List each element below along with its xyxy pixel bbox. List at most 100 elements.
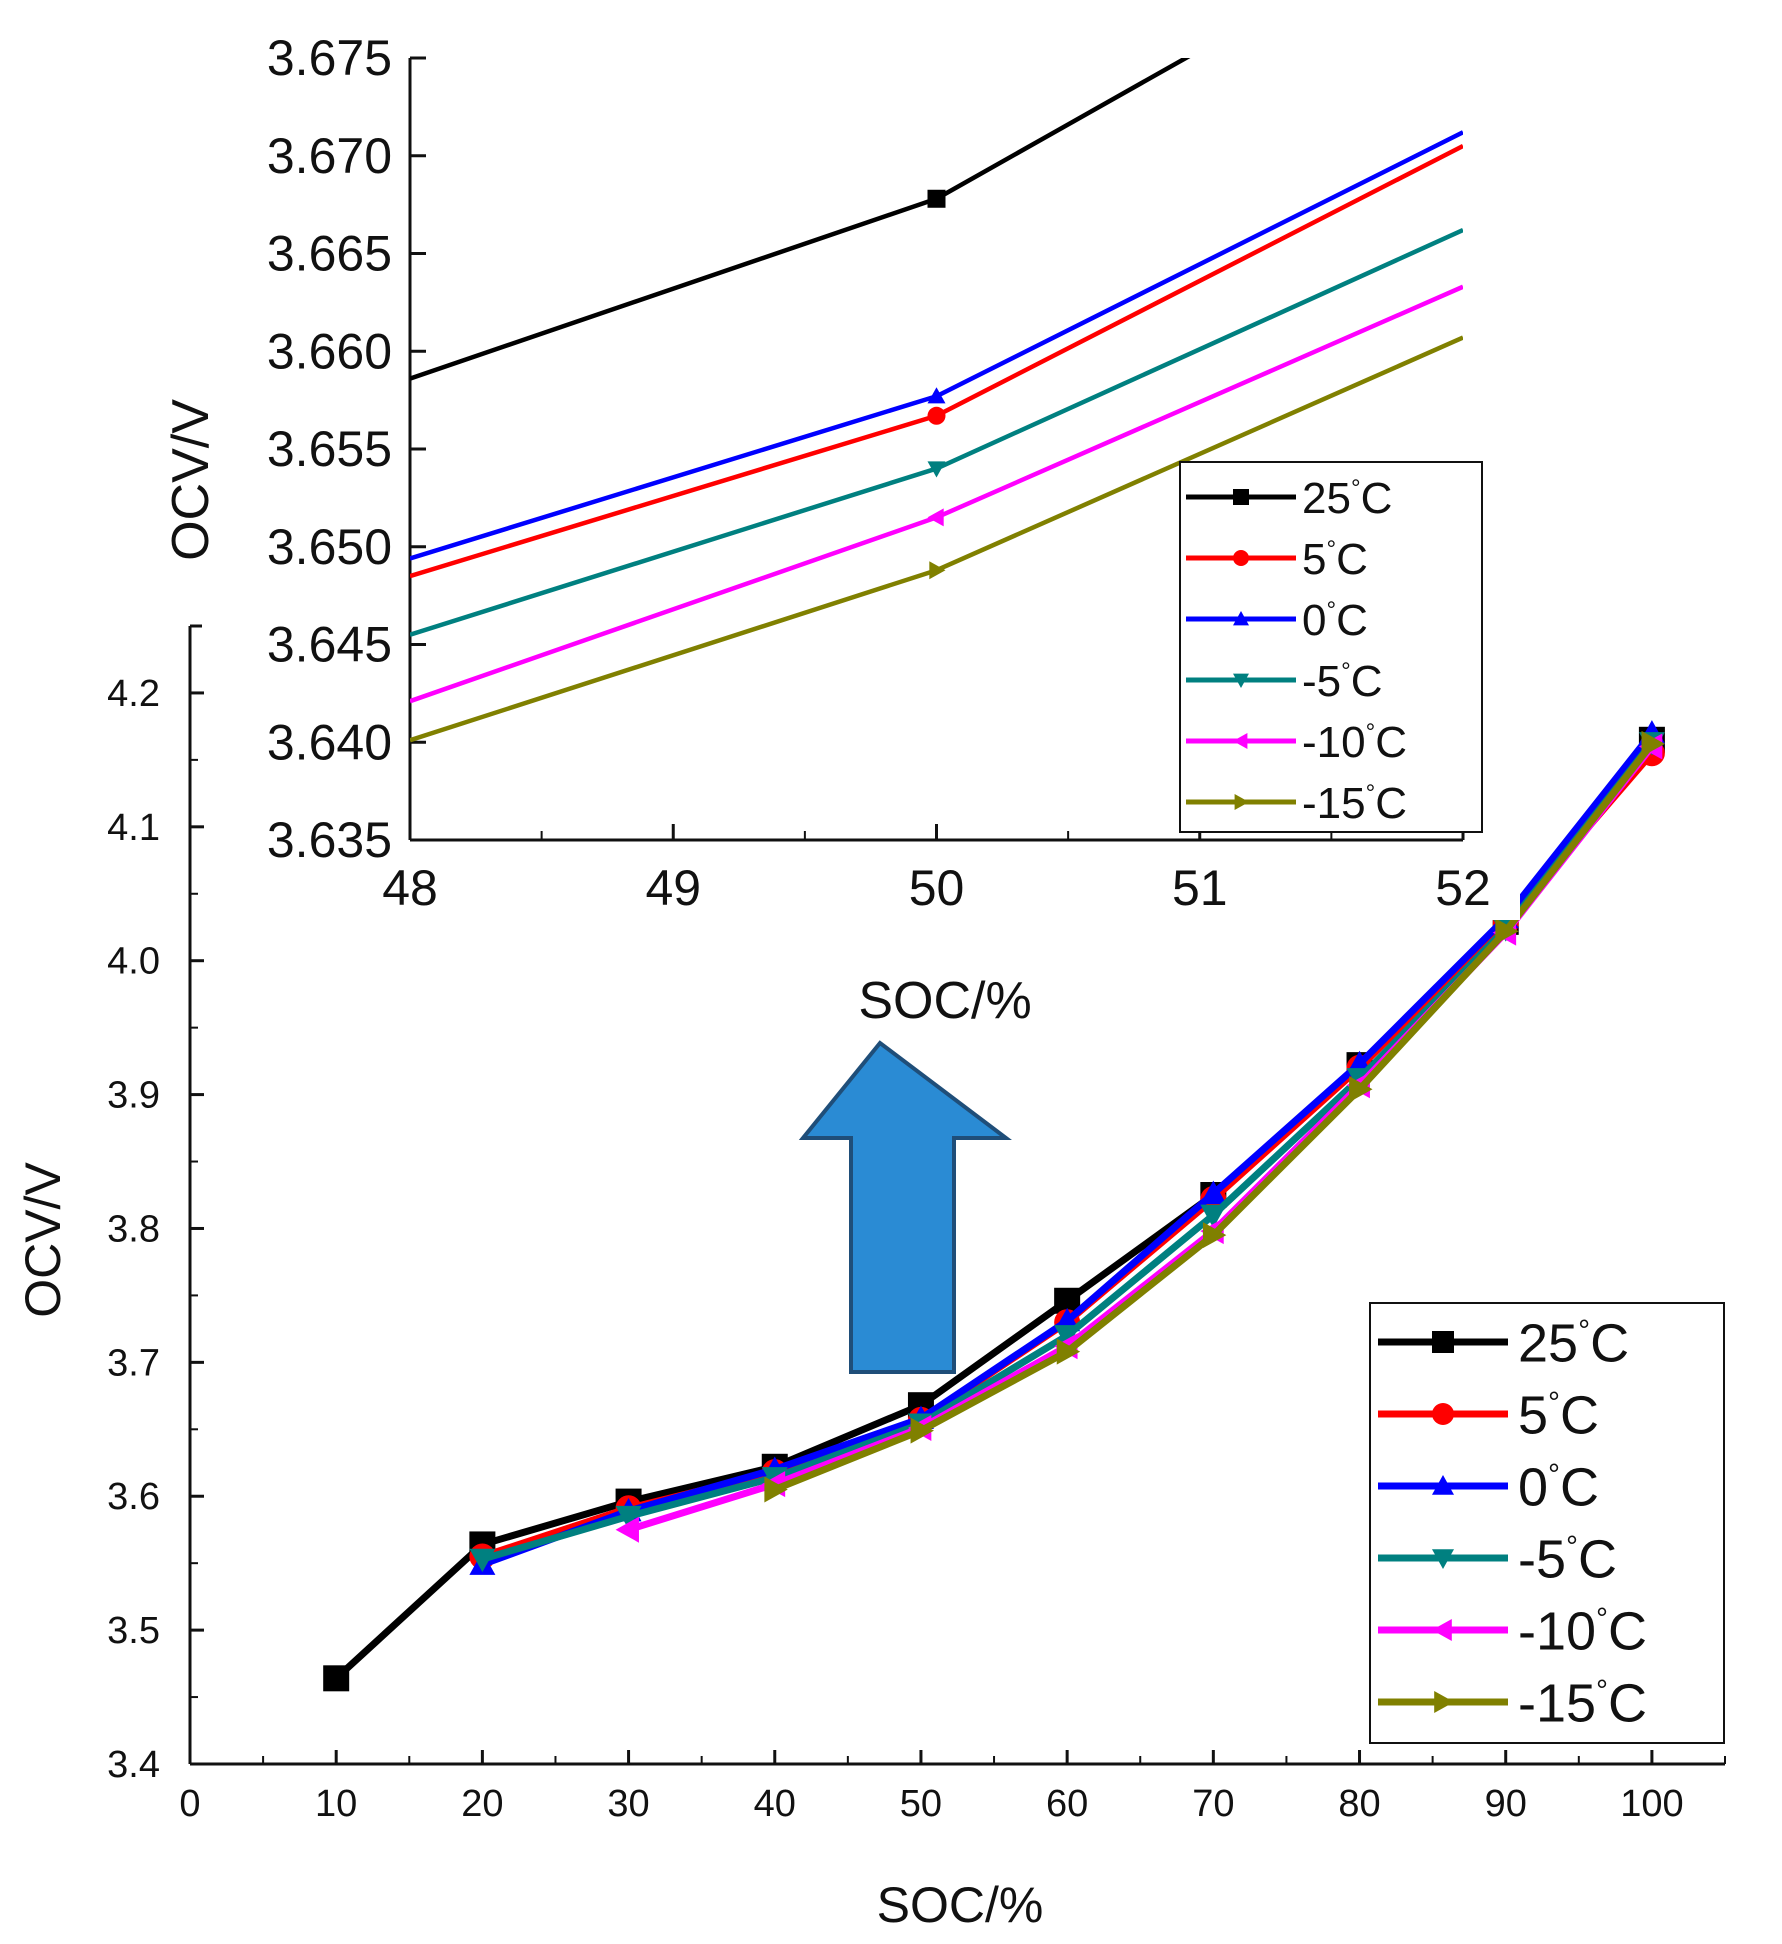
inset-series--15 bbox=[410, 335, 1463, 743]
inset-y-tick-label: 3.675 bbox=[267, 30, 392, 86]
main-x-tick-label: 90 bbox=[1485, 1783, 1527, 1825]
legend-item-25: 25°C bbox=[1186, 474, 1392, 523]
inset-y-tick-label: 3.670 bbox=[267, 128, 392, 184]
inset-data-point bbox=[927, 406, 946, 425]
legend-swatch-marker bbox=[1233, 550, 1249, 566]
main-y-tick-label: 3.7 bbox=[107, 1342, 160, 1384]
inset-y-axis-title: OCV/V bbox=[162, 399, 220, 561]
inset-y-tick-label: 3.645 bbox=[267, 617, 392, 673]
legend-swatch-marker bbox=[1233, 733, 1248, 749]
main-x-tick-label: 30 bbox=[607, 1783, 649, 1825]
inset-series--10 bbox=[410, 284, 1463, 704]
legend-label: 5°C bbox=[1518, 1385, 1599, 1445]
legend-swatch-marker bbox=[1432, 1549, 1454, 1569]
inset-data-point bbox=[929, 561, 946, 580]
main-y-tick-label: 4.1 bbox=[107, 807, 160, 849]
legend-label: -15°C bbox=[1518, 1673, 1647, 1733]
inset-data-point bbox=[927, 461, 946, 478]
inset-y-tick-label: 3.640 bbox=[267, 714, 392, 770]
inset-y-tick-label: 3.650 bbox=[267, 519, 392, 575]
main-data-point bbox=[323, 1665, 350, 1692]
legend-item-5: 5°C bbox=[1378, 1385, 1599, 1445]
main-data-point bbox=[910, 1417, 934, 1444]
legend-item-0: 0°C bbox=[1378, 1457, 1599, 1517]
main-y-tick-label: 4.2 bbox=[107, 673, 160, 715]
inset-x-tick-label: 49 bbox=[645, 860, 701, 916]
inset-series--5 bbox=[410, 227, 1463, 637]
legend-item-25: 25°C bbox=[1378, 1313, 1629, 1373]
inset-data-point bbox=[927, 189, 946, 208]
legend-item--15: -15°C bbox=[1378, 1673, 1647, 1733]
legend-swatch-marker bbox=[1234, 794, 1249, 810]
main-data-point bbox=[1056, 1338, 1081, 1365]
main-data-point bbox=[1200, 1204, 1227, 1229]
legend-swatch-marker bbox=[1432, 1403, 1454, 1425]
main-series bbox=[323, 720, 1665, 1692]
legend-item--10: -10°C bbox=[1378, 1601, 1647, 1661]
inset-series-25 bbox=[410, 58, 1191, 381]
legend-swatch-marker bbox=[1233, 673, 1249, 688]
zoom-arrow bbox=[798, 1040, 1012, 1374]
main-legend: 25°C 5°C 0°C -5°C -10°C -15°C bbox=[1369, 1302, 1725, 1744]
legend-box bbox=[1179, 461, 1483, 833]
main-data-point bbox=[1349, 1076, 1373, 1103]
main-x-tick-label: 0 bbox=[179, 1783, 200, 1825]
main-axes: 0 10 20 30 40 50 60 70 80 90 100 3.4 3.5 3.6 3.7 3.8 3.9… bbox=[107, 624, 1726, 1825]
inset-x-tick-label: 52 bbox=[1435, 860, 1491, 916]
inset-x-tick-label: 51 bbox=[1172, 860, 1228, 916]
legend-label: -5°C bbox=[1302, 657, 1383, 706]
legend-label: -10°C bbox=[1302, 718, 1407, 767]
main-data-point bbox=[1054, 1325, 1081, 1349]
main-y-tick-label: 3.6 bbox=[107, 1476, 160, 1518]
inset-series-5 bbox=[410, 143, 1463, 579]
legend-swatch-marker bbox=[1432, 1331, 1454, 1353]
inset-y-tick-label: 3.635 bbox=[267, 812, 392, 868]
legend-label: 25°C bbox=[1302, 474, 1392, 523]
legend-label: 0°C bbox=[1518, 1457, 1599, 1517]
legend-item-5: 5°C bbox=[1186, 535, 1368, 584]
main-data-point bbox=[1202, 1222, 1227, 1249]
inset-series-0 bbox=[410, 130, 1463, 561]
legend-label: -10°C bbox=[1518, 1601, 1647, 1661]
main-x-tick-label: 50 bbox=[900, 1783, 942, 1825]
main-x-tick-label: 40 bbox=[754, 1783, 796, 1825]
main-data-point bbox=[1495, 918, 1519, 945]
main-x-tick-label: 20 bbox=[461, 1783, 503, 1825]
main-data-point bbox=[764, 1476, 788, 1503]
inset-data-point bbox=[927, 387, 946, 404]
main-x-axis-title: SOC/% bbox=[877, 1877, 1044, 1933]
main-chart: 0 10 20 30 40 50 60 70 80 90 100 3.4 3.5 3.6 3.7 3.8 3.9… bbox=[15, 624, 1726, 1933]
legend-item--5: -5°C bbox=[1378, 1529, 1617, 1589]
main-data-point bbox=[1200, 1180, 1227, 1205]
legend-box bbox=[1369, 1302, 1725, 1744]
inset-y-tick-label: 3.655 bbox=[267, 421, 392, 477]
legend-item--15: -15°C bbox=[1186, 779, 1407, 828]
inset-x-tick-label: 50 bbox=[909, 860, 965, 916]
legend-label: 5°C bbox=[1302, 535, 1368, 584]
main-x-tick-label: 70 bbox=[1192, 1783, 1234, 1825]
legend-swatch-marker bbox=[1233, 489, 1249, 505]
main-x-tick-label: 80 bbox=[1338, 1783, 1380, 1825]
inset-x-axis-title: SOC/% bbox=[858, 972, 1031, 1030]
legend-swatch-marker bbox=[1233, 611, 1249, 626]
main-y-tick-label: 3.5 bbox=[107, 1610, 160, 1652]
legend-swatch-marker bbox=[1432, 1619, 1452, 1641]
legend-label: 25°C bbox=[1518, 1313, 1629, 1373]
main-y-tick-label: 3.4 bbox=[107, 1744, 160, 1786]
legend-swatch-marker bbox=[1434, 1691, 1454, 1713]
inset-y-tick-label: 3.660 bbox=[267, 323, 392, 379]
main-x-tick-label: 10 bbox=[315, 1783, 357, 1825]
main-x-tick-label: 60 bbox=[1046, 1783, 1088, 1825]
main-data-point bbox=[469, 1548, 496, 1573]
main-y-tick-label: 3.8 bbox=[107, 1208, 160, 1250]
legend-swatch-marker bbox=[1432, 1475, 1454, 1495]
legend-item-0: 0°C bbox=[1186, 596, 1368, 645]
main-data-point bbox=[615, 1516, 639, 1543]
legend-label: -15°C bbox=[1302, 779, 1407, 828]
main-series--15 bbox=[764, 730, 1665, 1503]
main-x-tick-label: 100 bbox=[1620, 1783, 1683, 1825]
main-y-tick-label: 3.9 bbox=[107, 1075, 160, 1117]
inset-data-point bbox=[927, 508, 944, 527]
